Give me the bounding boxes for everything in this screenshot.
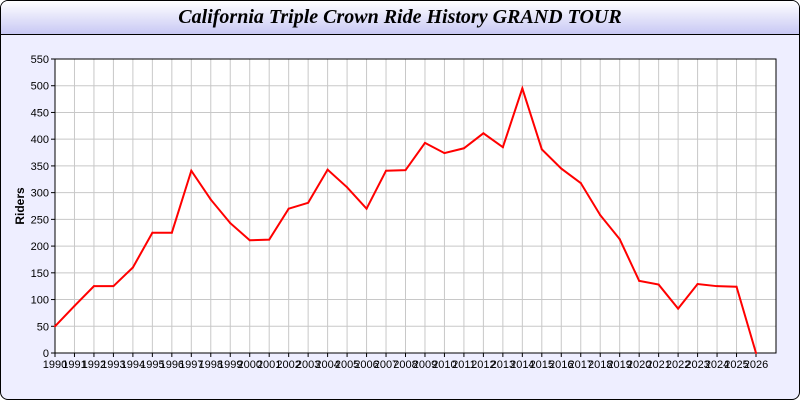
x-tick-label: 1999 [218, 359, 242, 371]
y-tick-label: 400 [31, 134, 49, 146]
data-point [54, 325, 56, 328]
data-point [151, 231, 154, 234]
data-point [268, 238, 271, 241]
data-point [404, 169, 407, 172]
x-tick-label: 2019 [607, 359, 631, 371]
data-point [73, 304, 76, 307]
data-point [657, 283, 660, 286]
x-tick-label: 2023 [685, 359, 709, 371]
data-point [385, 169, 388, 172]
y-tick-label: 0 [43, 348, 49, 360]
x-tick-label: 1991 [62, 359, 86, 371]
data-point [92, 285, 95, 288]
y-tick-label: 300 [31, 188, 49, 200]
x-tick-label: 2016 [549, 359, 573, 371]
x-tick-label: 1993 [101, 359, 125, 371]
x-tick-label: 2025 [724, 359, 748, 371]
x-tick-label: 2026 [744, 359, 768, 371]
x-tick-label: 2008 [393, 359, 417, 371]
data-point [112, 285, 115, 288]
data-point [696, 283, 699, 286]
x-tick-label: 2005 [335, 359, 359, 371]
x-tick-label: 1998 [199, 359, 223, 371]
data-point [462, 147, 465, 150]
title-bar: California Triple Crown Ride History GRA… [1, 1, 799, 35]
x-tick-label: 2024 [705, 359, 729, 371]
data-point [716, 285, 719, 288]
x-tick-label: 2012 [471, 359, 495, 371]
y-tick-label: 50 [37, 321, 49, 333]
y-tick-label: 100 [31, 295, 49, 307]
x-tick-label: 1997 [179, 359, 203, 371]
data-point [599, 214, 602, 217]
y-tick-label: 500 [31, 81, 49, 93]
data-point [346, 186, 349, 189]
x-tick-label: 2009 [413, 359, 437, 371]
data-point [560, 167, 563, 170]
x-tick-label: 2000 [237, 359, 261, 371]
data-point [248, 239, 251, 242]
x-tick-label: 2014 [510, 359, 534, 371]
x-tick-label: 2013 [491, 359, 515, 371]
data-point [287, 207, 290, 210]
x-tick-label: 1990 [43, 359, 67, 371]
data-point [482, 132, 485, 135]
y-axis-label: Riders [13, 187, 27, 225]
data-point [423, 141, 426, 144]
data-point [501, 146, 504, 149]
x-tick-label: 2018 [588, 359, 612, 371]
data-point [365, 207, 368, 210]
data-point [170, 231, 173, 234]
data-point [618, 238, 621, 241]
x-tick-label: 2007 [374, 359, 398, 371]
y-tick-label: 550 [31, 54, 49, 66]
data-point [131, 266, 134, 269]
data-point [521, 87, 524, 90]
chart-title: California Triple Crown Ride History GRA… [178, 6, 622, 28]
data-point [190, 169, 193, 172]
y-tick-label: 150 [31, 268, 49, 280]
plot-area [55, 59, 776, 353]
x-tick-label: 2004 [315, 359, 339, 371]
data-point [638, 279, 641, 282]
x-tick-label: 2015 [530, 359, 554, 371]
x-tick-label: 1992 [82, 359, 106, 371]
y-tick-label: 350 [31, 161, 49, 173]
x-tick-label: 2003 [296, 359, 320, 371]
x-tick-label: 2010 [432, 359, 456, 371]
x-tick-label: 2022 [666, 359, 690, 371]
x-tick-label: 2011 [452, 359, 476, 371]
data-point [307, 201, 310, 204]
data-point [735, 285, 738, 288]
data-point [326, 168, 329, 171]
data-point [755, 352, 757, 354]
x-tick-label: 2021 [646, 359, 670, 371]
y-tick-label: 200 [31, 241, 49, 253]
data-point [209, 198, 212, 201]
x-tick-label: 1994 [121, 359, 145, 371]
data-point [579, 182, 582, 185]
x-tick-label: 1996 [160, 359, 184, 371]
x-tick-label: 2002 [276, 359, 300, 371]
data-point [677, 307, 680, 310]
plot-border [54, 58, 777, 354]
x-tick-label: 2020 [627, 359, 651, 371]
x-tick-label: 2001 [257, 359, 281, 371]
data-point [443, 152, 446, 155]
data-point [229, 222, 232, 225]
y-tick-label: 450 [31, 107, 49, 119]
x-tick-label: 1995 [140, 359, 164, 371]
x-tick-label: 2017 [569, 359, 593, 371]
data-point [540, 148, 543, 151]
y-tick-label: 250 [31, 214, 49, 226]
x-tick-label: 2006 [354, 359, 378, 371]
